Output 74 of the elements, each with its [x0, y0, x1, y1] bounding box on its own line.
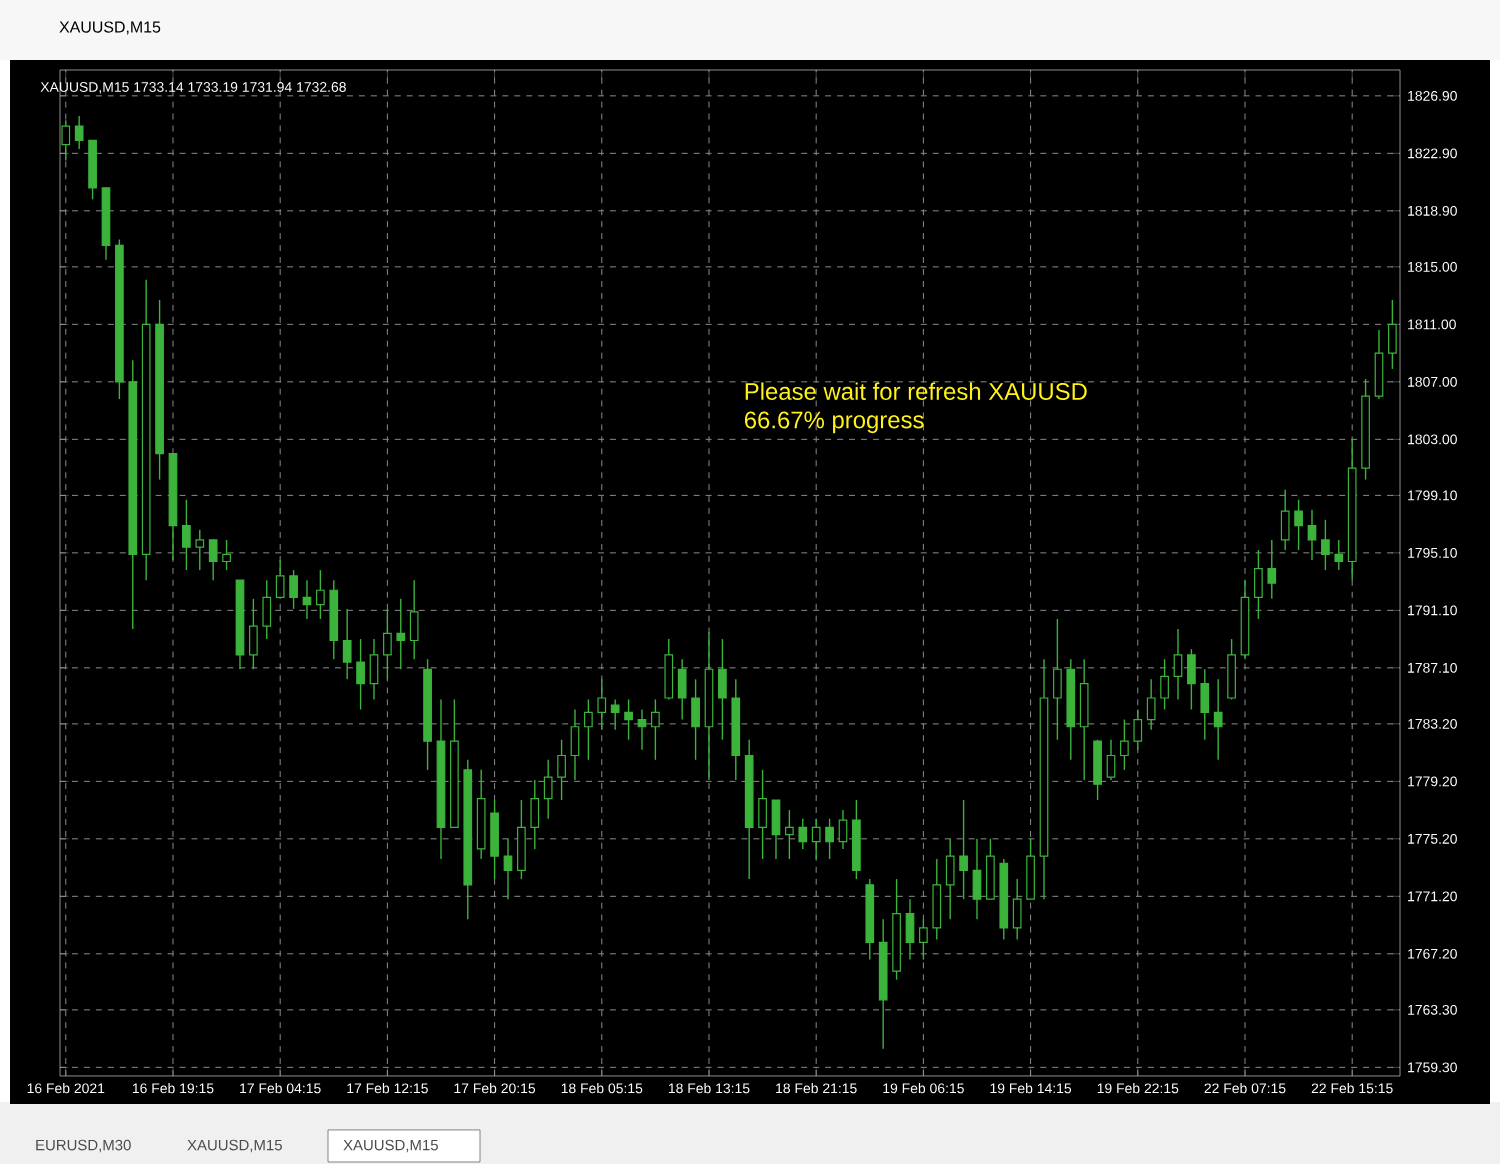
candlestick	[1254, 549, 1263, 620]
candlestick	[262, 579, 272, 640]
candlestick	[1093, 738, 1102, 801]
candlestick	[195, 529, 205, 571]
candlestick	[222, 539, 231, 571]
candlestick	[1106, 738, 1116, 781]
candlestick	[945, 838, 955, 921]
candlestick	[597, 678, 607, 731]
candlestick	[1388, 299, 1397, 370]
candlestick	[1294, 498, 1303, 551]
candlestick	[275, 559, 285, 600]
candlestick	[932, 858, 942, 941]
candlestick	[383, 608, 392, 681]
candlestick	[249, 598, 258, 670]
annotation: 66.67% progress	[744, 411, 924, 434]
candlestick	[1133, 708, 1143, 751]
candlestick	[758, 769, 767, 860]
candlestick	[490, 799, 499, 880]
candlestick	[811, 818, 821, 860]
candlestick	[798, 818, 808, 850]
candlestick	[1079, 658, 1089, 781]
candlestick	[1187, 648, 1196, 711]
candlestick	[677, 658, 687, 721]
candlestick	[1321, 519, 1330, 571]
candlestick	[557, 738, 566, 801]
candlestick	[691, 678, 700, 761]
candlestick	[785, 809, 794, 860]
candlestick	[182, 498, 191, 571]
candlestick	[664, 638, 674, 701]
candlestick	[718, 638, 727, 741]
candlestick	[88, 139, 97, 201]
candlestick	[959, 799, 968, 900]
candlestick	[1120, 718, 1129, 771]
candlestick	[289, 569, 298, 610]
candlestick	[74, 115, 84, 150]
candlestick	[825, 818, 834, 860]
candlestick	[1012, 878, 1022, 941]
candlestick	[1334, 539, 1344, 571]
candlestick	[396, 598, 406, 670]
candlestick	[919, 918, 928, 961]
candlestick	[651, 698, 660, 761]
candlestick	[530, 779, 540, 850]
candlestick	[409, 579, 419, 660]
candlestick	[610, 698, 620, 731]
candlestick	[972, 838, 982, 921]
candlestick	[624, 698, 633, 741]
candlestick	[1053, 618, 1062, 741]
candlestick	[543, 759, 553, 820]
candlestick	[905, 898, 915, 961]
candlestick	[986, 838, 995, 900]
candlestick	[61, 119, 71, 162]
candlestick	[316, 569, 325, 620]
candlestick	[1160, 658, 1169, 711]
candlestick	[1200, 668, 1210, 741]
candlestick	[1026, 838, 1035, 900]
candlestick	[356, 638, 365, 711]
candlestick	[369, 638, 379, 701]
candlestick	[517, 799, 526, 880]
candlestick	[342, 608, 352, 681]
candlestick	[1267, 539, 1277, 600]
candlestick	[1374, 329, 1384, 400]
candlestick	[771, 799, 781, 860]
annotation: Please wait for refresh XAUUSD	[745, 382, 1087, 400]
candlestick	[1146, 678, 1156, 731]
candlestick	[208, 539, 218, 581]
candlestick	[570, 708, 580, 781]
candlestick	[1307, 509, 1317, 561]
candlestick	[1173, 628, 1183, 701]
candlestick	[1227, 638, 1236, 701]
candlestick	[503, 838, 513, 900]
candlestick	[584, 698, 593, 761]
candlestick	[1213, 678, 1223, 761]
candlestick	[838, 809, 848, 850]
candlestick	[1280, 488, 1290, 551]
